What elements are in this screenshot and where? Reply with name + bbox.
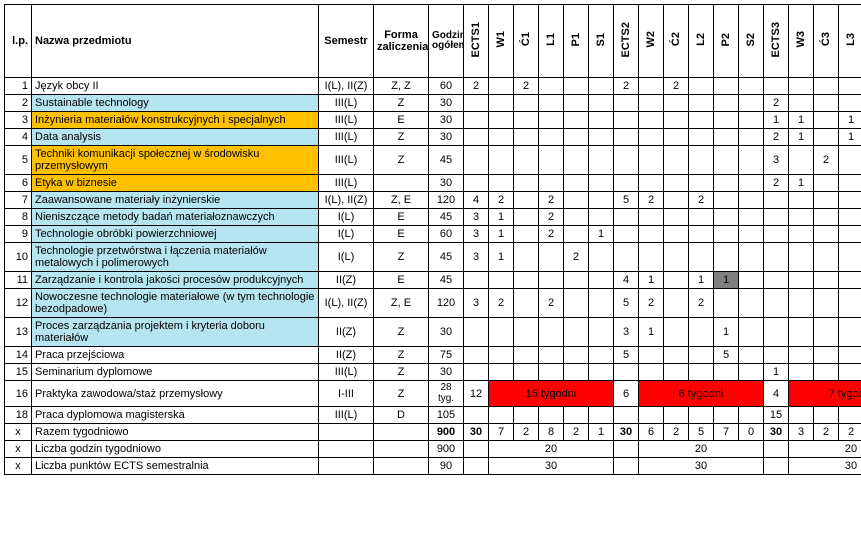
subject-name: Praca przejściowa <box>32 347 319 364</box>
table-row: 1Język obcy III(L), II(Z)Z, Z602222 <box>5 78 861 95</box>
header-w1: W1 <box>489 5 514 78</box>
header-lp: l.p. <box>5 5 32 78</box>
internship-span-2: 6 tygodni <box>639 381 764 407</box>
header-s2: S2 <box>739 5 764 78</box>
header-l2: L2 <box>689 5 714 78</box>
table-row: 18Praca dyplomowa magisterskaIII(L)D1051… <box>5 407 861 424</box>
curriculum-table: l.p. Nazwa przedmiotu Semestr Forma zali… <box>4 4 861 475</box>
table-row: 5Techniki komunikacji społecznej w środo… <box>5 146 861 175</box>
internship-span-1: 15 tygodni <box>489 381 614 407</box>
subject-name: Data analysis <box>32 129 319 146</box>
header-w2: W2 <box>639 5 664 78</box>
sum-row-hours: xLiczba godzin tygodniowo900202020 <box>5 441 861 458</box>
header-c3: Ć3 <box>814 5 839 78</box>
header-w3: W3 <box>789 5 814 78</box>
sum-row-weekly: xRazem tygodniowo90030728213062570303221… <box>5 424 861 441</box>
table-row: 4Data analysisIII(L)Z30211 <box>5 129 861 146</box>
header-name: Nazwa przedmiotu <box>32 5 319 78</box>
table-row: 12Nowoczesne technologie materiałowe (w … <box>5 289 861 318</box>
table-row: 6Etyka w biznesieIII(L)30211 <box>5 175 861 192</box>
header-forma: Forma zaliczenia <box>374 5 429 78</box>
table-row: 8Nieniszczące metody badań materiałoznaw… <box>5 209 861 226</box>
subject-name: Technologie przetwórstwa i łączenia mate… <box>32 243 319 272</box>
subject-name: Seminarium dyplomowe <box>32 364 319 381</box>
header-ects2: ECTS2 <box>614 5 639 78</box>
table-row: 2Sustainable technologyIII(L)Z30211 <box>5 95 861 112</box>
subject-name: Etyka w biznesie <box>32 175 319 192</box>
table-row: 9Technologie obróbki powierzchniowejI(L)… <box>5 226 861 243</box>
header-godziny: Godziny ogółem <box>429 5 464 78</box>
table-row: 3Inżynieria materiałów konstrukcyjnych i… <box>5 112 861 129</box>
subject-name: Nieniszczące metody badań materiałoznawc… <box>32 209 319 226</box>
header-ects1: ECTS1 <box>464 5 489 78</box>
table-row: 7Zaawansowane materiały inżynierskieI(L)… <box>5 192 861 209</box>
header-row: l.p. Nazwa przedmiotu Semestr Forma zali… <box>5 5 861 78</box>
header-c1: Ć1 <box>514 5 539 78</box>
table-row: 11Zarządzanie i kontrola jakości procesó… <box>5 272 861 289</box>
subject-name: Inżynieria materiałów konstrukcyjnych i … <box>32 112 319 129</box>
header-p1: P1 <box>564 5 589 78</box>
subject-name: Technologie obróbki powierzchniowej <box>32 226 319 243</box>
subject-name: Nowoczesne technologie materiałowe (w ty… <box>32 289 319 318</box>
table-row: 15Seminarium dyplomoweIII(L)Z3012 <box>5 364 861 381</box>
header-p2: P2 <box>714 5 739 78</box>
table-row: 13Proces zarządzania projektem i kryteri… <box>5 318 861 347</box>
subject-name: Techniki komunikacji społecznej w środow… <box>32 146 319 175</box>
table-row: 14Praca przejściowaII(Z)Z7555 <box>5 347 861 364</box>
subject-name: Sustainable technology <box>32 95 319 112</box>
header-semestr: Semestr <box>319 5 374 78</box>
subject-name: Język obcy II <box>32 78 319 95</box>
subject-name: Zarządzanie i kontrola jakości procesów … <box>32 272 319 289</box>
table-row: 10Technologie przetwórstwa i łączenia ma… <box>5 243 861 272</box>
header-ects3: ECTS3 <box>764 5 789 78</box>
subject-name: Proces zarządzania projektem i kryteria … <box>32 318 319 347</box>
header-l1: L1 <box>539 5 564 78</box>
header-l3: L3 <box>839 5 861 78</box>
internship-span-3: 7 tygodni <box>789 381 861 407</box>
header-c2: Ć2 <box>664 5 689 78</box>
sum-row-ects: xLiczba punktów ECTS semestralnia9030303… <box>5 458 861 475</box>
subject-name: Zaawansowane materiały inżynierskie <box>32 192 319 209</box>
header-s1: S1 <box>589 5 614 78</box>
table-row-internship: 16Praktyka zawodowa/staż przemysłowyI-II… <box>5 381 861 407</box>
